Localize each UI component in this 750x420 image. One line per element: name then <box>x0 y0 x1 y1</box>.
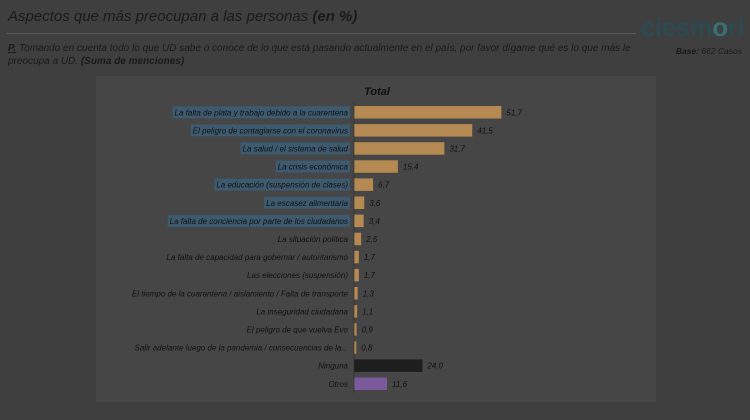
base-note: Base: 662 Casos <box>675 46 742 56</box>
category-label: La falta de plata y trabajo debido a la … <box>175 108 349 117</box>
bar <box>354 359 423 372</box>
bar <box>354 160 398 173</box>
question-text: Tomando en cuenta todo lo que UD sabe o … <box>8 43 631 67</box>
value-label: 1,3 <box>363 289 375 298</box>
value-label: 1,7 <box>364 271 376 280</box>
category-label: El peligro de contagiarse con el coronav… <box>193 126 348 135</box>
label-highlight <box>167 214 350 227</box>
bar <box>354 377 388 390</box>
label-highlight <box>214 178 350 191</box>
value-label: 2,5 <box>365 235 378 244</box>
label-highlight <box>275 160 350 173</box>
value-label: 41,5 <box>477 126 493 135</box>
category-label: La inseguridad ciudadana <box>256 307 348 316</box>
title-divider <box>6 33 636 34</box>
survey-question: P. Tomando en cuenta todo lo que UD sabe… <box>8 42 658 68</box>
category-label: El peligro de que vuelva Evo <box>247 325 349 334</box>
brand-logo: ciesmori <box>641 12 744 42</box>
category-label: El tiempo de la cuarentena / aislamiento… <box>132 289 349 298</box>
bar <box>354 232 362 246</box>
value-label: 1,7 <box>364 253 376 262</box>
value-label: 24,0 <box>426 362 443 371</box>
value-label: 15,4 <box>403 163 419 172</box>
category-label: La situación política <box>278 235 349 244</box>
bar <box>354 323 357 336</box>
label-highlight <box>172 106 350 119</box>
category-label: Salir adelante luego de la pandemia / co… <box>135 344 348 353</box>
category-label: La salud / el sistema de salud <box>243 144 349 153</box>
value-label: 1,1 <box>362 307 373 316</box>
bar <box>354 106 502 119</box>
label-highlight <box>190 124 350 137</box>
value-label: 31,7 <box>449 144 465 153</box>
title-unit: (en %) <box>312 8 358 25</box>
bar <box>354 196 365 209</box>
bar <box>354 287 358 300</box>
category-label: Otros <box>328 380 348 389</box>
bar <box>354 268 359 282</box>
category-label: La educación (suspensión de clases) <box>216 181 348 190</box>
page-title: Aspectos que más preocupan a las persona… <box>8 8 357 25</box>
value-label: 3,4 <box>369 217 381 226</box>
label-highlight <box>264 196 350 209</box>
value-label: 0,8 <box>361 344 373 353</box>
category-label: La falta de conciencia por parte de los … <box>170 217 348 226</box>
bar <box>354 178 374 191</box>
category-label: Ninguna <box>318 362 348 371</box>
bar <box>354 142 445 155</box>
value-label: 6,7 <box>378 181 390 190</box>
title-text: Aspectos que más preocupan a las persona… <box>8 8 313 25</box>
question-prefix: P. <box>8 43 17 54</box>
bar <box>354 341 357 354</box>
chart-title: Total <box>364 86 391 98</box>
bar <box>354 250 359 264</box>
category-label: La escasez alimentaria <box>266 199 348 208</box>
label-highlight <box>240 142 350 155</box>
bar <box>354 124 473 137</box>
category-label: La crisis económica <box>278 163 349 172</box>
value-label: 3,6 <box>369 199 381 208</box>
category-label: La falta de capacidad para gobernar / au… <box>167 253 349 262</box>
question-suffix: (Suma de menciones) <box>80 56 185 67</box>
value-label: 51,7 <box>506 108 522 117</box>
category-label: Las elecciones (suspensión) <box>247 271 348 280</box>
bar <box>354 214 364 228</box>
bar <box>354 305 358 318</box>
value-label: 0,9 <box>362 325 374 334</box>
value-label: 11,6 <box>392 380 408 389</box>
